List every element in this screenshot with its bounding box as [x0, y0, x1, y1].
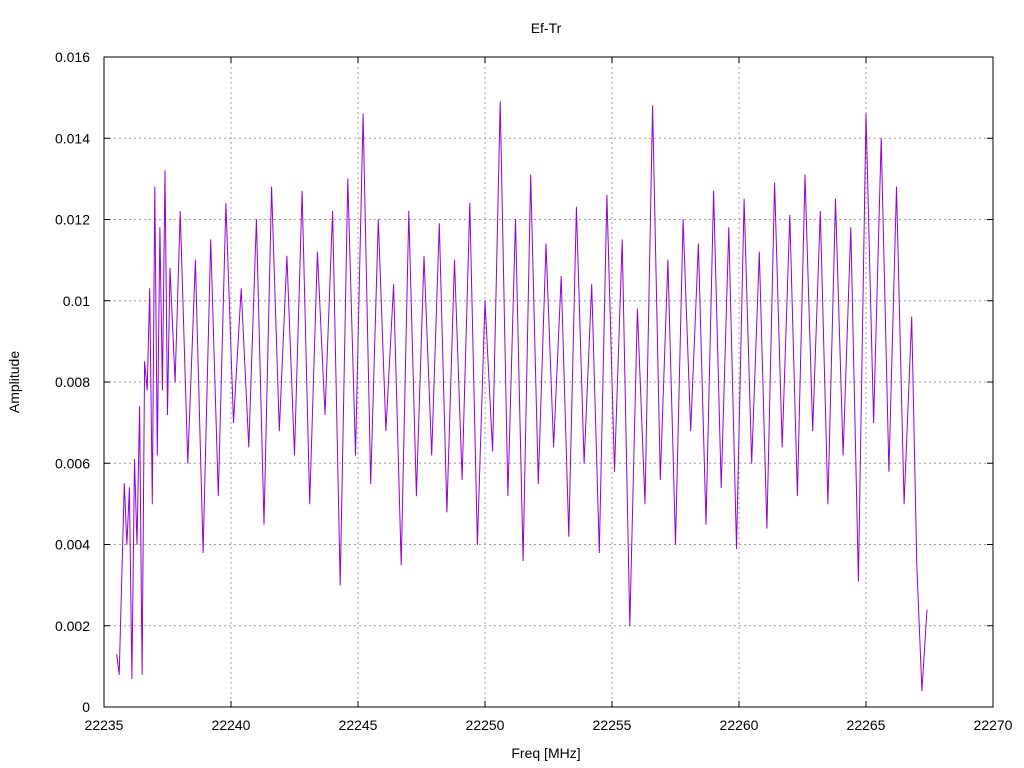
x-tick-label: 22245: [339, 717, 378, 733]
y-tick-label: 0.016: [55, 49, 90, 65]
y-tick-label: 0.012: [55, 212, 90, 228]
x-tick-label: 22235: [85, 717, 124, 733]
y-tick-label: 0.01: [63, 293, 90, 309]
ticks: 22235 22240 22245 22250 22255 22260 22265 22270…: [55, 49, 1013, 733]
y-tick-label: 0.006: [55, 455, 90, 471]
x-tick-label: 22255: [593, 717, 632, 733]
x-tick-label: 22265: [847, 717, 886, 733]
x-tick-label: 22260: [720, 717, 759, 733]
y-tick-label: 0.004: [55, 537, 90, 553]
series: [116, 101, 928, 692]
series-line: [116, 101, 928, 692]
chart-title: Ef-Tr: [531, 20, 562, 36]
y-tick-label: 0.008: [55, 374, 90, 390]
x-axis-label: Freq [MHz]: [511, 745, 580, 761]
grid: [104, 57, 993, 707]
y-tick-label: 0: [82, 699, 90, 715]
x-tick-label: 22270: [974, 717, 1013, 733]
x-tick-label: 22240: [212, 717, 251, 733]
x-tick-label: 22250: [466, 717, 505, 733]
y-tick-label: 0.014: [55, 130, 90, 146]
y-tick-label: 0.002: [55, 618, 90, 634]
y-axis-label: Amplitude: [6, 351, 22, 413]
